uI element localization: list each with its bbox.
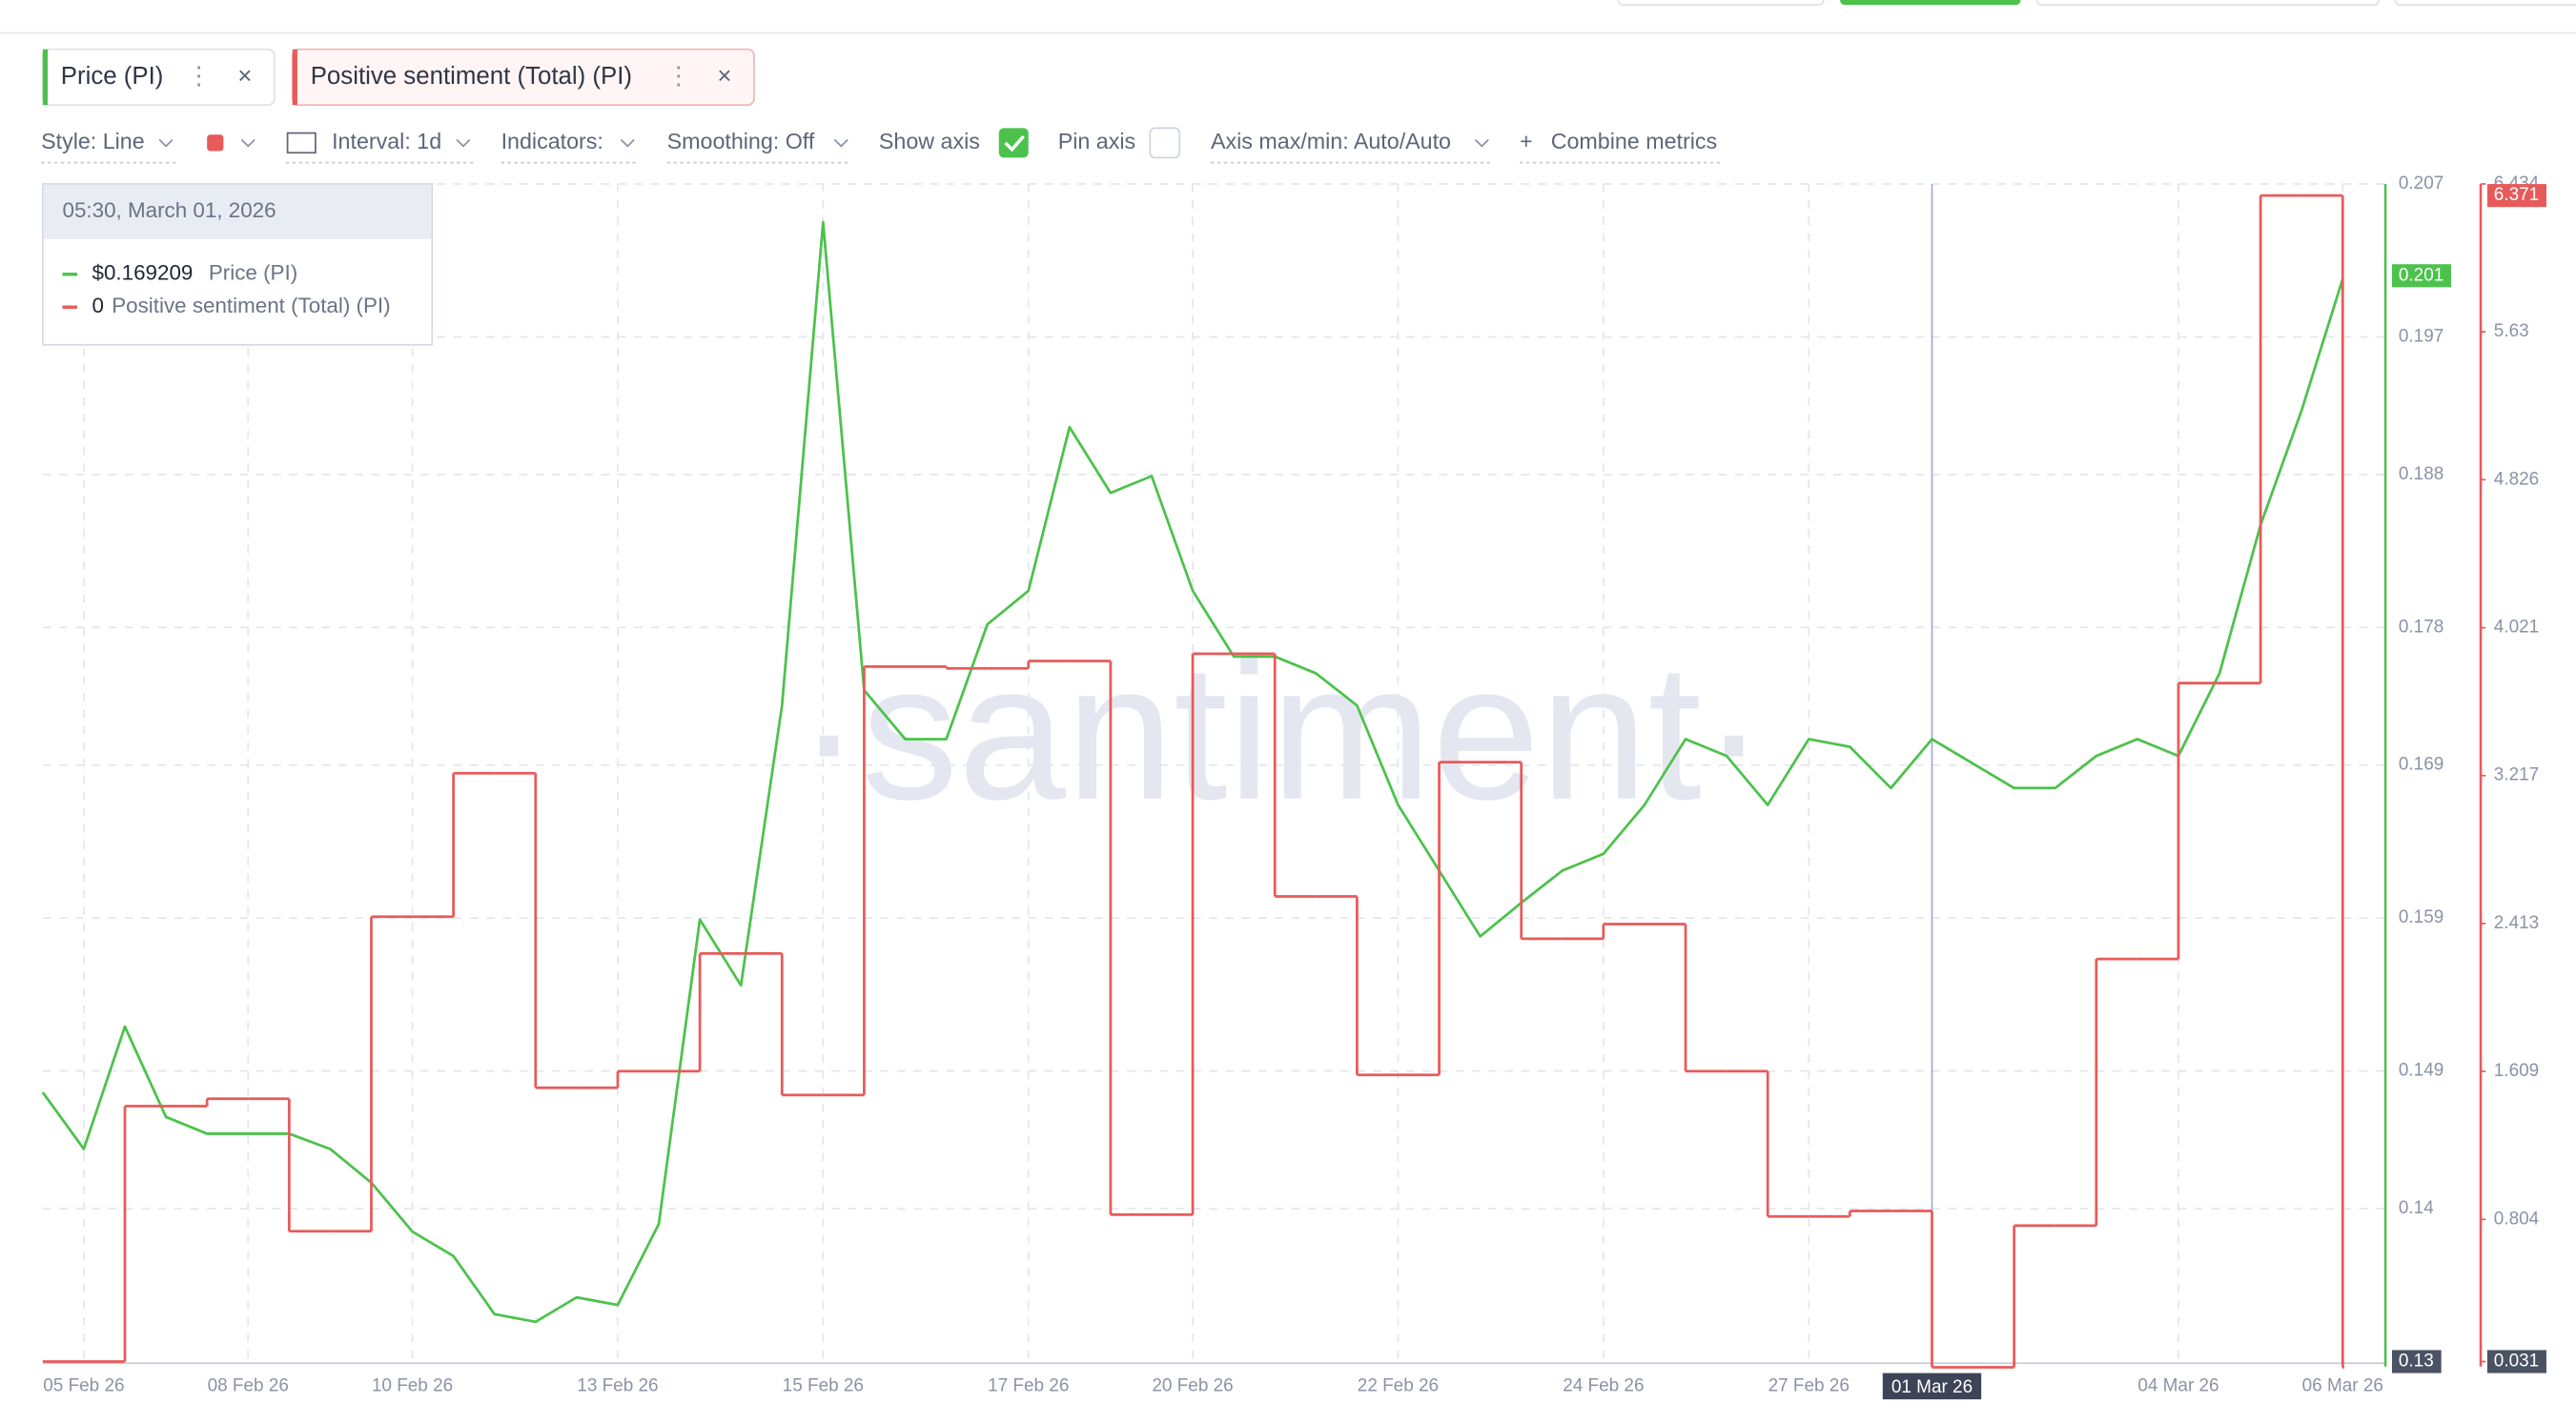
style-select[interactable]: Style: Line bbox=[41, 129, 145, 153]
x-tick-label: 05 Feb 26 bbox=[43, 1375, 124, 1395]
tooltip-header bbox=[43, 184, 432, 239]
y2-tick-label: 4.826 bbox=[2494, 469, 2539, 489]
tooltip: 05:30, March 01, 2026 $0.169209 Price (P… bbox=[41, 183, 434, 346]
plus-icon: + bbox=[1520, 129, 1533, 153]
tooltip-time: 05:30, March 01, 2026 bbox=[63, 198, 276, 222]
interval-select[interactable]: Interval: 1d bbox=[332, 129, 441, 153]
y2-tick-label: 4.021 bbox=[2494, 618, 2539, 638]
x-tick-label: 04 Mar 26 bbox=[2137, 1375, 2218, 1395]
smoothing-select[interactable]: Smoothing: Off bbox=[667, 129, 815, 153]
tab-menu[interactable]: ⋮ bbox=[187, 63, 212, 90]
show-axis-label: Show axis bbox=[879, 129, 980, 153]
toolbar: Style: Line Interval: 1d Indicators: Smo… bbox=[41, 127, 1722, 164]
axis-min-badge bbox=[2486, 1350, 2546, 1373]
y-tick-label: 0.169 bbox=[2399, 755, 2443, 775]
y-tick-label: 0.197 bbox=[2399, 326, 2443, 346]
interval-icon bbox=[286, 132, 317, 154]
crosshair-label-bg bbox=[1882, 1373, 1982, 1400]
tooltip-value: 0 bbox=[92, 294, 104, 317]
chevron bbox=[158, 138, 174, 148]
chevron bbox=[620, 138, 635, 148]
y-tick-label: 0.178 bbox=[2399, 617, 2443, 637]
axis-badge bbox=[2486, 184, 2546, 208]
tab-close[interactable]: × bbox=[717, 63, 731, 90]
top-button[interactable] bbox=[2394, 0, 2576, 7]
x-tick-label: 01 Mar 26 bbox=[1891, 1377, 1973, 1397]
tab-close[interactable]: × bbox=[237, 63, 252, 90]
axis-min-badge bbox=[2391, 1350, 2442, 1373]
combine-metrics[interactable]: Combine metrics bbox=[1551, 129, 1717, 153]
show-axis-checkbox[interactable] bbox=[998, 128, 1029, 158]
y2-tick-label: 3.217 bbox=[2494, 765, 2539, 785]
y-tick-label: 0.159 bbox=[2399, 907, 2443, 927]
x-tick-label: 27 Feb 26 bbox=[1768, 1375, 1850, 1395]
y-tick-label: 0.149 bbox=[2399, 1061, 2443, 1081]
x-tick-label: 13 Feb 26 bbox=[577, 1375, 658, 1395]
checkmark bbox=[1004, 134, 1025, 153]
watermark: ·santiment· bbox=[797, 624, 1767, 841]
y2-tick-label: 2.413 bbox=[2494, 913, 2539, 933]
tab-menu[interactable]: ⋮ bbox=[666, 63, 691, 90]
top-button[interactable] bbox=[2035, 0, 2381, 7]
chevron bbox=[240, 138, 256, 148]
y-tick-label: 0.207 bbox=[2399, 173, 2443, 193]
axis-badge-label: 6.371 bbox=[2494, 185, 2539, 205]
top-button[interactable] bbox=[1617, 0, 1825, 7]
tab-label: Positive sentiment (Total) (PI) bbox=[311, 63, 632, 90]
y-tick-label: 0.188 bbox=[2399, 464, 2443, 484]
x-tick-label: 22 Feb 26 bbox=[1358, 1375, 1439, 1395]
tooltip-metric: Positive sentiment (Total) (PI) bbox=[112, 294, 390, 317]
y2-tick-label: 5.63 bbox=[2494, 321, 2529, 341]
y2-tick-label: 0.031 bbox=[2494, 1352, 2539, 1372]
x-tick-label: 10 Feb 26 bbox=[372, 1375, 453, 1395]
y-tick-label: 0.14 bbox=[2399, 1198, 2434, 1218]
axis-badge-label: 0.201 bbox=[2399, 265, 2443, 285]
indicators-select[interactable]: Indicators: bbox=[501, 129, 603, 153]
tab-color bbox=[42, 49, 48, 106]
y2-tick-label: 1.609 bbox=[2494, 1061, 2539, 1081]
pin-axis-checkbox[interactable] bbox=[1149, 127, 1181, 159]
tab-color bbox=[292, 49, 297, 106]
chevron bbox=[1474, 138, 1489, 148]
tooltip-value: $0.169209 bbox=[92, 261, 194, 285]
tab-label: Price (PI) bbox=[61, 63, 164, 90]
x-tick-label: 24 Feb 26 bbox=[1563, 1375, 1644, 1395]
chevron bbox=[833, 138, 848, 148]
price-line bbox=[41, 220, 2344, 1324]
x-tick-label: 06 Mar 26 bbox=[2302, 1375, 2383, 1395]
x-tick-label: 15 Feb 26 bbox=[783, 1375, 864, 1395]
x-tick-label: 08 Feb 26 bbox=[208, 1375, 289, 1395]
pin-axis-label: Pin axis bbox=[1058, 129, 1135, 153]
chevron bbox=[456, 138, 471, 148]
y-tick-label: 0.13 bbox=[2399, 1352, 2434, 1372]
x-tick-label: 20 Feb 26 bbox=[1152, 1375, 1233, 1395]
tooltip-metric: Price (PI) bbox=[209, 261, 297, 285]
y2-tick-label: 0.804 bbox=[2494, 1209, 2539, 1229]
top-button[interactable] bbox=[1839, 0, 2021, 6]
x-tick-label: 17 Feb 26 bbox=[988, 1375, 1069, 1395]
color-picker[interactable] bbox=[207, 134, 224, 152]
axis-badge bbox=[2391, 264, 2452, 288]
axis-range-select[interactable]: Axis max/min: Auto/Auto bbox=[1211, 129, 1451, 153]
